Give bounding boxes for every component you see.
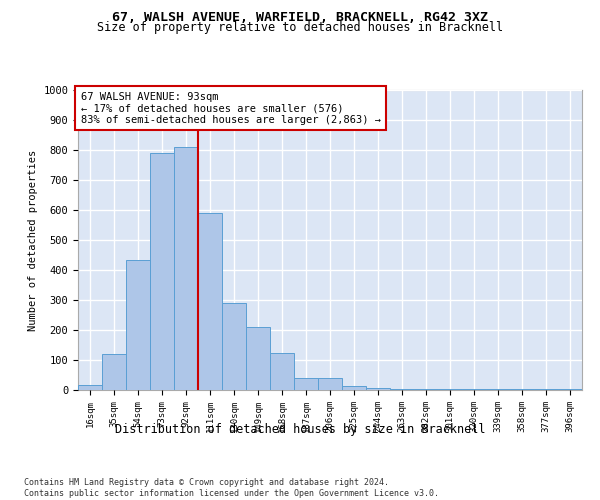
Bar xyxy=(222,303,246,390)
Bar xyxy=(102,354,126,390)
Text: 67, WALSH AVENUE, WARFIELD, BRACKNELL, RG42 3XZ: 67, WALSH AVENUE, WARFIELD, BRACKNELL, R… xyxy=(112,11,488,24)
Bar xyxy=(390,388,414,390)
Text: Contains HM Land Registry data © Crown copyright and database right 2024.
Contai: Contains HM Land Registry data © Crown c… xyxy=(24,478,439,498)
Bar xyxy=(534,389,558,390)
Bar xyxy=(174,147,198,390)
Y-axis label: Number of detached properties: Number of detached properties xyxy=(28,150,38,330)
Bar xyxy=(318,378,342,390)
Text: 67 WALSH AVENUE: 93sqm
← 17% of detached houses are smaller (576)
83% of semi-de: 67 WALSH AVENUE: 93sqm ← 17% of detached… xyxy=(80,92,380,124)
Bar xyxy=(414,388,438,390)
Bar xyxy=(366,388,390,390)
Bar xyxy=(438,388,462,390)
Bar xyxy=(558,388,582,390)
Bar xyxy=(486,389,510,390)
Bar xyxy=(150,153,174,390)
Bar xyxy=(126,260,150,390)
Bar xyxy=(342,386,366,390)
Bar xyxy=(270,352,294,390)
Bar xyxy=(294,378,318,390)
Bar xyxy=(78,384,102,390)
Bar xyxy=(462,389,486,390)
Bar xyxy=(246,327,270,390)
Text: Distribution of detached houses by size in Bracknell: Distribution of detached houses by size … xyxy=(115,422,485,436)
Bar xyxy=(510,389,534,390)
Text: Size of property relative to detached houses in Bracknell: Size of property relative to detached ho… xyxy=(97,21,503,34)
Bar xyxy=(198,213,222,390)
